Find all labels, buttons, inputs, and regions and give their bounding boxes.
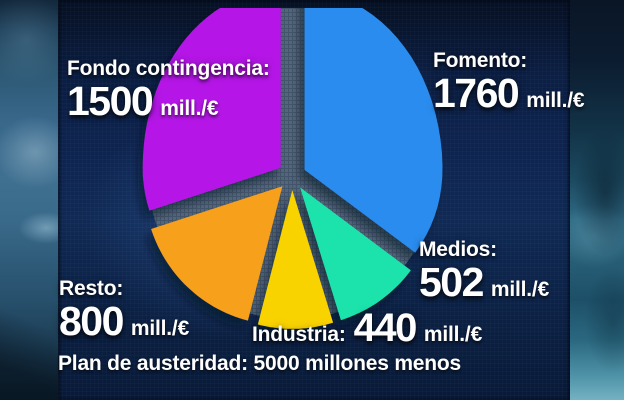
slice-value: 1760	[433, 70, 520, 117]
pie-slices-group	[142, 8, 443, 329]
pie-slice-industria	[257, 190, 334, 329]
studio-background-left	[0, 0, 58, 400]
slice-value: 440	[353, 306, 418, 350]
slice-unit: mill./€	[160, 97, 219, 121]
slice-value: 1500	[67, 78, 154, 125]
slice-label: Resto:	[59, 277, 124, 300]
austerity-caption: Plan de austeridad: 5000 millones menos	[58, 352, 462, 375]
slice-unit: mill./€	[423, 323, 483, 346]
callout-industria: Industria: 440 mill./€	[252, 306, 483, 350]
callout-medios: Medios: 502 mill./€	[419, 238, 550, 306]
slice-unit: mill./€	[490, 278, 550, 302]
pie-slice-resto	[151, 186, 283, 321]
pie-slice-fomento	[304, 8, 443, 253]
slice-label: Fondo contingencia:	[67, 57, 270, 80]
slice-unit: mill./€	[526, 89, 585, 113]
slice-label: Medios:	[419, 238, 497, 261]
pie-slice-medios	[300, 187, 411, 321]
studio-background-right	[570, 0, 624, 400]
slice-value: 502	[419, 259, 484, 306]
callout-fomento: Fomento: 1760 mill./€	[433, 49, 585, 117]
slice-label: Fomento:	[433, 49, 528, 72]
slice-value: 800	[59, 298, 124, 345]
slice-unit: mill./€	[130, 317, 190, 341]
callout-fondo-contingencia: Fondo contingencia: 1500 mill./€	[67, 57, 270, 125]
pie-slice-fondo	[142, 8, 281, 211]
callout-resto: Resto: 800 mill./€	[59, 277, 190, 345]
slice-label: Industria:	[252, 323, 346, 346]
